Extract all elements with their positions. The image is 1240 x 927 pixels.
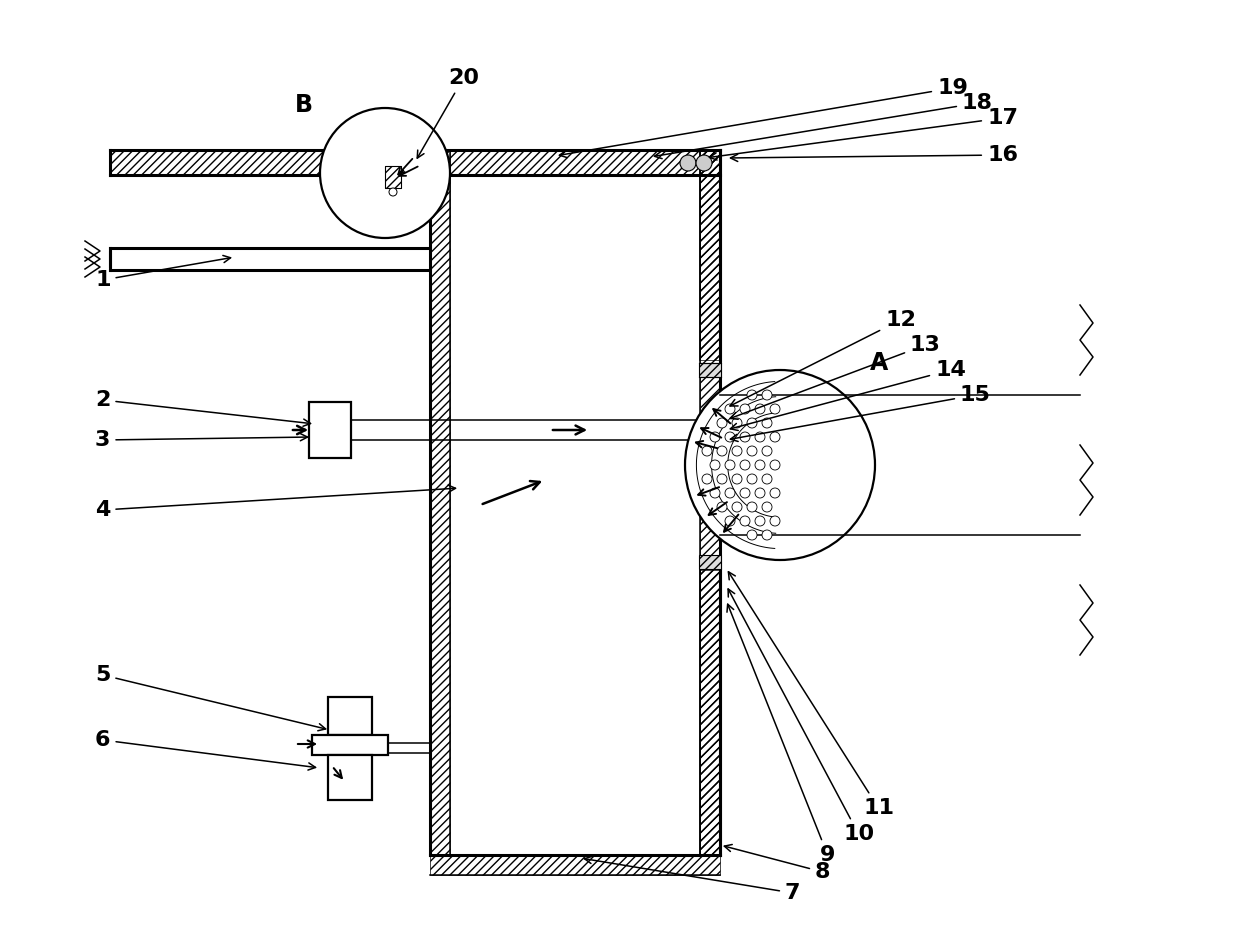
Text: 4: 4 xyxy=(95,485,455,520)
Circle shape xyxy=(746,446,756,456)
Bar xyxy=(312,735,388,755)
Bar xyxy=(110,150,720,175)
Text: 1: 1 xyxy=(95,256,231,290)
Circle shape xyxy=(755,404,765,414)
Circle shape xyxy=(680,155,696,171)
Bar xyxy=(309,402,351,458)
Circle shape xyxy=(717,502,727,512)
Bar xyxy=(384,166,401,188)
Circle shape xyxy=(732,446,742,456)
Text: 5: 5 xyxy=(95,665,326,730)
Circle shape xyxy=(763,530,773,540)
Circle shape xyxy=(711,460,720,470)
Circle shape xyxy=(746,530,756,540)
Text: 15: 15 xyxy=(730,385,991,441)
Circle shape xyxy=(740,488,750,498)
Circle shape xyxy=(740,404,750,414)
Circle shape xyxy=(711,488,720,498)
Text: B: B xyxy=(295,93,312,117)
Circle shape xyxy=(755,488,765,498)
Circle shape xyxy=(755,460,765,470)
Circle shape xyxy=(763,446,773,456)
Circle shape xyxy=(725,488,735,498)
Bar xyxy=(430,855,720,875)
Bar xyxy=(329,755,372,800)
Bar xyxy=(701,150,720,855)
Circle shape xyxy=(740,460,750,470)
Circle shape xyxy=(763,418,773,428)
Circle shape xyxy=(746,390,756,400)
Circle shape xyxy=(755,432,765,442)
Text: 3: 3 xyxy=(95,430,308,450)
Text: 17: 17 xyxy=(709,108,1018,160)
Circle shape xyxy=(770,432,780,442)
Circle shape xyxy=(770,516,780,526)
Circle shape xyxy=(725,404,735,414)
Circle shape xyxy=(696,155,712,171)
Circle shape xyxy=(702,446,712,456)
Text: 16: 16 xyxy=(730,145,1018,165)
Bar xyxy=(699,555,720,569)
Circle shape xyxy=(763,502,773,512)
Text: 18: 18 xyxy=(655,93,993,159)
Circle shape xyxy=(770,460,780,470)
Circle shape xyxy=(755,516,765,526)
Bar xyxy=(430,150,450,855)
Circle shape xyxy=(717,446,727,456)
Text: 8: 8 xyxy=(724,844,831,882)
Circle shape xyxy=(770,488,780,498)
Circle shape xyxy=(702,474,712,484)
Text: 9: 9 xyxy=(727,604,836,865)
Text: 2: 2 xyxy=(95,390,310,426)
Circle shape xyxy=(717,474,727,484)
Circle shape xyxy=(746,474,756,484)
Text: 20: 20 xyxy=(417,68,479,159)
Circle shape xyxy=(725,460,735,470)
Text: 13: 13 xyxy=(730,335,941,419)
Text: 10: 10 xyxy=(728,589,874,844)
Circle shape xyxy=(711,432,720,442)
Circle shape xyxy=(732,418,742,428)
Circle shape xyxy=(320,108,450,238)
Text: 12: 12 xyxy=(730,310,916,406)
Text: 7: 7 xyxy=(584,857,801,903)
Circle shape xyxy=(732,502,742,512)
Circle shape xyxy=(740,516,750,526)
Circle shape xyxy=(746,502,756,512)
Circle shape xyxy=(732,474,742,484)
Circle shape xyxy=(389,188,397,196)
Circle shape xyxy=(763,474,773,484)
Circle shape xyxy=(763,390,773,400)
Bar xyxy=(329,697,372,735)
Bar xyxy=(384,166,401,188)
Bar xyxy=(699,363,720,377)
Circle shape xyxy=(770,404,780,414)
Circle shape xyxy=(740,432,750,442)
Text: 19: 19 xyxy=(559,78,968,158)
Text: 11: 11 xyxy=(728,572,894,818)
Text: 6: 6 xyxy=(95,730,315,770)
Bar xyxy=(701,150,720,360)
Circle shape xyxy=(746,418,756,428)
Circle shape xyxy=(717,418,727,428)
Circle shape xyxy=(725,516,735,526)
Bar xyxy=(701,570,720,855)
Text: 14: 14 xyxy=(730,360,966,430)
Circle shape xyxy=(725,432,735,442)
Text: A: A xyxy=(870,351,888,375)
Circle shape xyxy=(684,370,875,560)
